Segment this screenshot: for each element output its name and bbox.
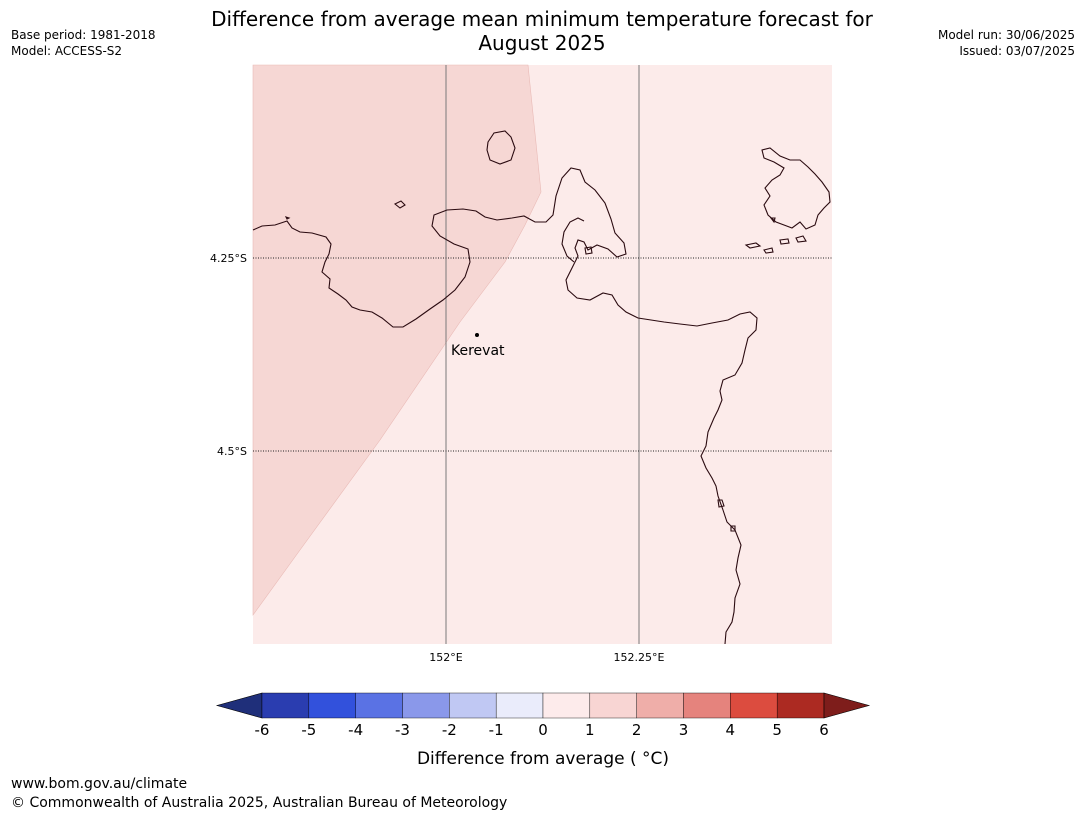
colorbar-tick-label: -2 [442,721,457,739]
colorbar-title: Difference from average ( °C) [417,749,669,769]
colorbar-bin [683,692,731,719]
islet-east-7 [717,499,725,508]
island-east-small-3 [779,238,790,245]
kerevat-marker [475,333,479,337]
lon-label-152: 152°E [429,651,462,664]
anomaly-zone-1-2 [252,64,542,616]
colorbar-bin [776,692,825,719]
issued-date: Issued: 03/07/2025 [959,44,1075,58]
colorbar-bin [449,692,497,719]
island-north [486,130,516,165]
colorbar: -6 -5 -4 -3 -2 -1 0 1 2 3 4 5 6 Difference from aver… [215,692,871,769]
colorbar-tick-label: -4 [348,721,363,739]
colorbar-tick-label: 5 [772,721,782,739]
title-line-1: Difference from average mean minimum tem… [211,7,873,31]
colorbar-tick-label: -5 [301,721,316,739]
island-east-small-2 [763,247,774,254]
footer-url[interactable]: www.bom.gov.au/climate [11,776,188,792]
colorbar-bin [355,692,403,719]
island-east-small-6 [584,246,593,255]
meta-right: Model run: 30/06/2025 Issued: 03/07/2025 [938,27,1075,59]
lat-label-4-5: 4.5°S [217,445,247,458]
colorbar-bins [215,692,871,719]
title-line-2: August 2025 [478,31,606,55]
coastline [252,130,831,645]
footer: www.bom.gov.au/climate © Commonwealth of… [11,775,507,813]
colorbar-ticks: -6 -5 -4 -3 -2 -1 0 1 2 3 4 5 6 [255,721,829,739]
footer-copyright: © Commonwealth of Australia 2025, Austra… [11,795,508,811]
colorbar-bin [589,692,637,719]
colorbar-tick-label: 2 [632,721,642,739]
colorbar-bin [730,692,778,719]
colorbar-bin [261,692,310,719]
island-east-small [744,242,762,249]
model-run: Model run: 30/06/2025 [937,28,1075,42]
colorbar-tick-label: -1 [489,721,504,739]
island-small-west [393,200,406,209]
colorbar-bin [495,692,544,719]
colorbar-tick-label: 0 [538,721,548,739]
colorbar-bin [636,692,684,719]
kerevat-label: Kerevat [451,343,505,359]
colorbar-bin [308,692,356,719]
island-east-main [761,147,831,230]
colorbar-bin [402,692,450,719]
coast-cape-inlet [561,217,585,263]
colorbar-over-arrow [823,692,871,719]
lat-label-4-25: 4.25°S [210,252,247,265]
base-period: Base period: 1981-2018 [11,28,156,42]
island-east-small-4 [795,235,807,243]
colorbar-tick-label: 4 [726,721,736,739]
islet-east-8 [730,525,736,532]
page-title: Difference from average mean minimum tem… [142,7,942,55]
island-east-small-5 [769,217,776,224]
model-name: Model: ACCESS-S2 [11,44,123,58]
meta-left: Base period: 1981-2018 Model: ACCESS-S2 [11,27,156,59]
colorbar-tick-label: 3 [679,721,689,739]
colorbar-bin [542,692,591,719]
colorbar-under-arrow [215,692,263,719]
islet-1 [284,216,291,220]
coast-west-bay [252,167,758,645]
colorbar-tick-label: 6 [819,721,829,739]
colorbar-tick-label: -6 [255,721,270,739]
map-panel: Kerevat 4.25°S 4.5°S 152°E 152.25°E [210,64,832,664]
lon-label-152-25: 152.25°E [614,651,665,664]
colorbar-tick-label: 1 [585,721,595,739]
colorbar-tick-label: -3 [395,721,410,739]
